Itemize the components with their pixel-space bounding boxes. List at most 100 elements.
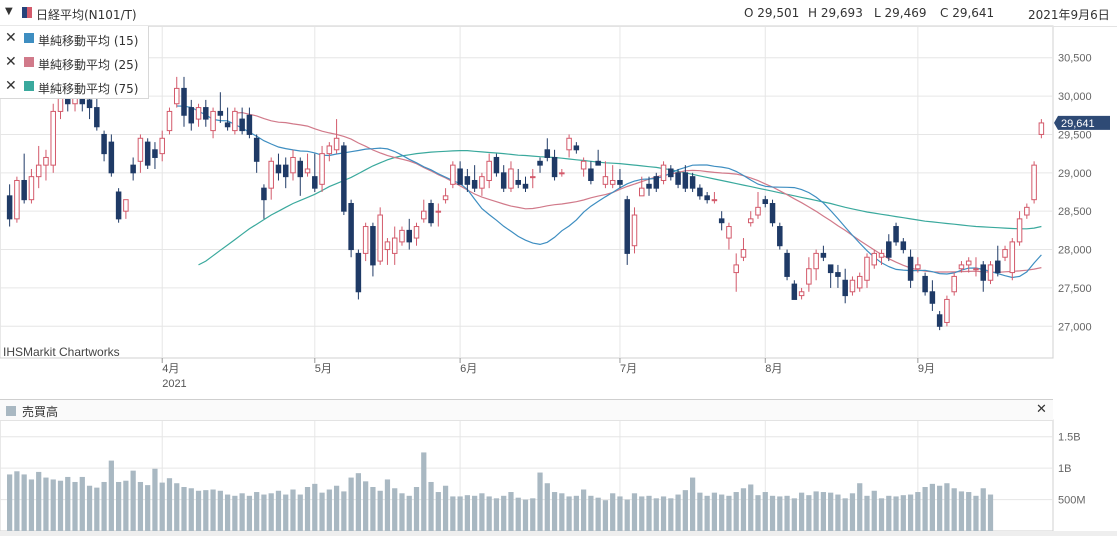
volume-bar bbox=[435, 492, 441, 531]
volume-bar bbox=[166, 478, 173, 531]
candle-body bbox=[391, 237, 398, 254]
candle-body bbox=[595, 160, 601, 166]
grid-lines bbox=[0, 25, 1054, 532]
candle-body bbox=[479, 176, 485, 189]
volume-bar bbox=[312, 483, 318, 531]
volume-bar bbox=[813, 491, 819, 531]
candle-body bbox=[762, 199, 769, 205]
candle-body bbox=[936, 314, 943, 327]
volume-title: 売買高 bbox=[22, 405, 59, 419]
candle-body bbox=[101, 133, 107, 155]
volume-bar bbox=[733, 492, 739, 531]
candle-body bbox=[333, 137, 340, 151]
legend-label[interactable]: 単純移動平均 (15) bbox=[38, 34, 139, 48]
candle-body bbox=[166, 110, 173, 132]
candle-body bbox=[471, 179, 478, 189]
volume-bar bbox=[944, 483, 950, 531]
volume-bar bbox=[530, 498, 536, 531]
volume-bar bbox=[893, 496, 899, 531]
volume-bar bbox=[849, 493, 856, 531]
candle-body bbox=[682, 172, 689, 189]
volume-bar bbox=[900, 495, 906, 531]
candle-body bbox=[1024, 206, 1030, 216]
volume-bar bbox=[268, 493, 274, 531]
candle-body bbox=[377, 214, 383, 262]
symbol-name[interactable]: 日経平均(N101/T) bbox=[36, 8, 137, 22]
candle-body bbox=[28, 176, 35, 201]
volume-bar bbox=[79, 476, 85, 531]
volume-bar bbox=[326, 489, 332, 531]
indicator-legend: ✕ 単純移動平均 (15) ✕ 単純移動平均 (25) ✕ 単純移動平均 (75… bbox=[0, 26, 149, 99]
volume-bar bbox=[828, 492, 834, 531]
candle-body bbox=[508, 168, 514, 189]
date-label: 2021年9月6日 bbox=[1028, 8, 1110, 22]
candle-body bbox=[35, 164, 42, 178]
candle-body bbox=[428, 203, 434, 224]
candle-body bbox=[500, 172, 507, 189]
candle-body bbox=[137, 137, 144, 162]
candle-body bbox=[6, 195, 13, 220]
candle-body bbox=[769, 203, 776, 224]
volume-bar bbox=[958, 491, 965, 531]
volume-bar bbox=[922, 487, 928, 531]
legend-item-sma25: ✕ 単純移動平均 (25) bbox=[0, 52, 148, 74]
price-tick-label: 29,500 bbox=[1058, 129, 1092, 141]
header-bar: ▼ 日経平均(N101/T) O 29,501 H 29,693 L 29,46… bbox=[0, 0, 1117, 27]
candle-body bbox=[995, 260, 1001, 274]
chevron-down-icon[interactable]: ▼ bbox=[5, 6, 13, 17]
volume-bar bbox=[152, 468, 158, 531]
volume-bar bbox=[290, 489, 296, 531]
volume-bar bbox=[297, 494, 303, 531]
volume-bar bbox=[406, 495, 412, 531]
volume-bar bbox=[203, 490, 209, 531]
candle-body bbox=[827, 264, 834, 274]
volume-bar bbox=[384, 479, 391, 531]
candle-body bbox=[609, 179, 616, 185]
volume-bar bbox=[261, 494, 267, 531]
date-tick-label: 7月 bbox=[620, 363, 637, 375]
price-tick-label: 29,000 bbox=[1058, 168, 1092, 180]
candle-body bbox=[617, 179, 623, 185]
date-tick-label: 9月 bbox=[918, 363, 935, 375]
legend-label[interactable]: 単純移動平均 (75) bbox=[38, 82, 139, 96]
candle-body bbox=[922, 275, 928, 293]
candle-body bbox=[842, 279, 848, 297]
candle-body bbox=[951, 275, 957, 293]
candle-body bbox=[326, 145, 333, 155]
volume-bar bbox=[421, 452, 427, 531]
volume-bar bbox=[791, 498, 797, 531]
volume-bar bbox=[283, 494, 289, 531]
volume-bar bbox=[130, 470, 136, 531]
volume-bar bbox=[72, 481, 78, 531]
volume-bar bbox=[966, 492, 972, 531]
volume-bar bbox=[370, 487, 376, 531]
close-icon[interactable]: ✕ bbox=[5, 30, 17, 46]
volume-bar bbox=[377, 490, 383, 531]
close-icon[interactable]: ✕ bbox=[1036, 402, 1047, 417]
candle-body bbox=[384, 241, 391, 251]
volume-bar bbox=[319, 492, 325, 531]
volume-bar bbox=[457, 496, 463, 531]
volume-bar bbox=[57, 480, 64, 531]
candle-body bbox=[1038, 122, 1045, 135]
candle-body bbox=[987, 264, 994, 281]
candle-body bbox=[108, 141, 115, 174]
footer-strip bbox=[0, 531, 1117, 536]
candle-body bbox=[777, 226, 783, 247]
candle-body bbox=[450, 164, 456, 185]
close-icon[interactable]: ✕ bbox=[5, 54, 17, 70]
candle-body bbox=[1002, 249, 1008, 258]
legend-label[interactable]: 単純移動平均 (25) bbox=[38, 58, 139, 72]
volume-bar bbox=[181, 487, 187, 531]
volume-bar bbox=[275, 490, 282, 531]
candle-body bbox=[973, 268, 979, 271]
candle-body bbox=[907, 256, 914, 281]
candle-body bbox=[253, 137, 260, 162]
candle-body bbox=[958, 264, 965, 270]
volume-bar bbox=[559, 493, 565, 531]
volume-bar bbox=[551, 492, 558, 531]
candle-body bbox=[530, 176, 536, 179]
close-icon[interactable]: ✕ bbox=[5, 78, 17, 94]
candle-body bbox=[675, 172, 681, 185]
